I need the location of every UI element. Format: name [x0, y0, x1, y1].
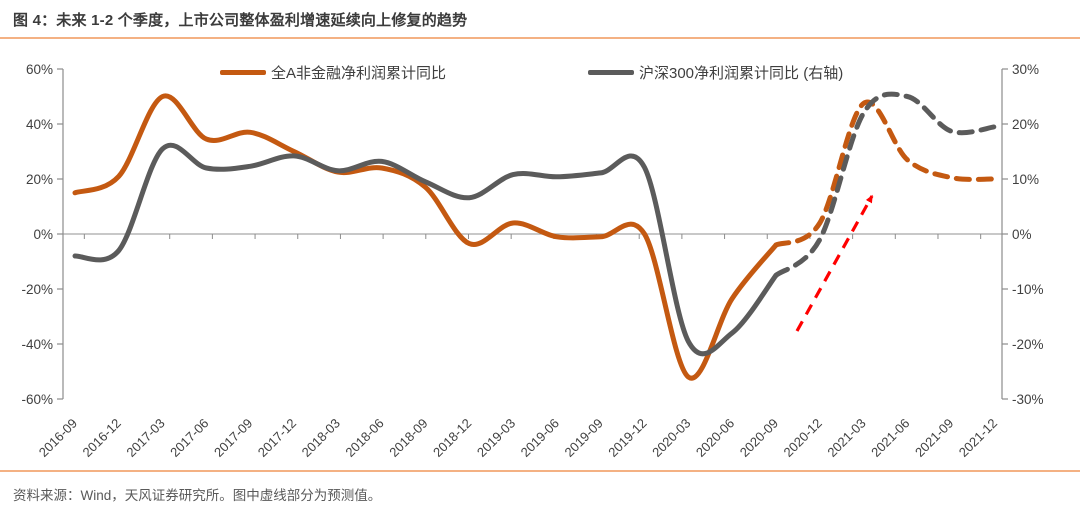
left-axis-tick-label: 60%	[26, 62, 53, 77]
legend-item-hs300: 沪深300净利润累计同比 (右轴)	[588, 62, 843, 82]
series-0-line-forecast	[773, 99, 998, 248]
series-1-line-history	[72, 142, 779, 357]
source-note: 资料来源：Wind，天风证券研究所。图中虚线部分为预测值。	[13, 488, 382, 503]
left-axis: 60% 40% 20% 0% -20% -40% -60%	[21, 62, 64, 407]
x-axis-label: 2018-12	[430, 416, 474, 460]
x-axis-label: 2019-09	[561, 416, 605, 460]
x-axis-label: 2017-03	[123, 416, 167, 460]
left-axis-tick-label: -60%	[21, 392, 53, 407]
left-axis-tick-label: -40%	[21, 337, 53, 352]
x-axis-label: 2017-09	[211, 416, 255, 460]
right-axis-tick-label: 30%	[1012, 62, 1039, 77]
x-axis-label: 2019-12	[605, 416, 649, 460]
x-axis-label: 2016-09	[36, 416, 80, 460]
x-axis-label: 2018-06	[342, 416, 386, 460]
x-axis-label: 2020-09	[737, 416, 781, 460]
series-0-line-history	[72, 93, 779, 381]
right-axis-tick-label: -20%	[1012, 337, 1044, 352]
x-axis-label: 2018-03	[299, 416, 343, 460]
chart-legend: 全A非金融净利润累计同比 沪深300净利润累计同比 (右轴)	[0, 62, 1080, 82]
x-axis-label: 2021-03	[824, 416, 868, 460]
figure-title: 图 4：未来 1-2 个季度，上市公司整体盈利增速延续向上修复的趋势	[13, 12, 468, 29]
trend-up-arrow	[795, 194, 874, 332]
right-axis-tick-label: 10%	[1012, 172, 1039, 187]
series-1-line-forecast	[773, 91, 998, 278]
x-axis-label: 2020-12	[781, 416, 825, 460]
right-axis-tick-label: 20%	[1012, 117, 1039, 132]
right-axis-tick-label: 0%	[1012, 227, 1032, 242]
legend-swatch-gray	[588, 69, 634, 75]
x-axis-label: 2021-09	[912, 416, 956, 460]
legend-label-hs300: 沪深300净利润累计同比 (右轴)	[639, 64, 844, 82]
x-axis-label: 2016-12	[80, 416, 124, 460]
right-axis: 30% 20% 10% 0% -10% -20% -30%	[1001, 62, 1044, 407]
legend-swatch-orange	[220, 69, 266, 75]
left-axis-tick-label: 40%	[26, 117, 53, 132]
x-axis-label: 2017-06	[167, 416, 211, 460]
bottom-separator	[0, 470, 1080, 472]
x-axis-labels: 2016-09 2016-12 2017-03 2017-06 2017-09 2017-…	[36, 416, 1000, 460]
x-axis-label: 2017-12	[255, 416, 299, 460]
legend-label-quan-a: 全A非金融净利润累计同比	[271, 64, 447, 82]
right-axis-tick-label: -10%	[1012, 282, 1044, 297]
left-axis-tick-label: 20%	[26, 172, 53, 187]
x-axis-label: 2021-06	[868, 416, 912, 460]
x-axis-label: 2020-06	[693, 416, 737, 460]
x-axis-label: 2019-03	[474, 416, 518, 460]
series-1	[72, 91, 998, 357]
x-axis-ticks	[83, 234, 982, 239]
legend-item-quan-a: 全A非金融净利润累计同比	[220, 62, 446, 82]
series-0	[72, 93, 998, 381]
x-axis-label: 2019-06	[518, 416, 562, 460]
left-axis-tick-label: -20%	[21, 282, 53, 297]
top-separator	[0, 37, 1080, 39]
right-axis-tick-label: -30%	[1012, 392, 1044, 407]
x-axis-label: 2018-09	[386, 416, 430, 460]
left-axis-tick-label: 0%	[33, 227, 53, 242]
x-axis-label: 2021-12	[956, 416, 1000, 460]
x-axis-label: 2020-03	[649, 416, 693, 460]
